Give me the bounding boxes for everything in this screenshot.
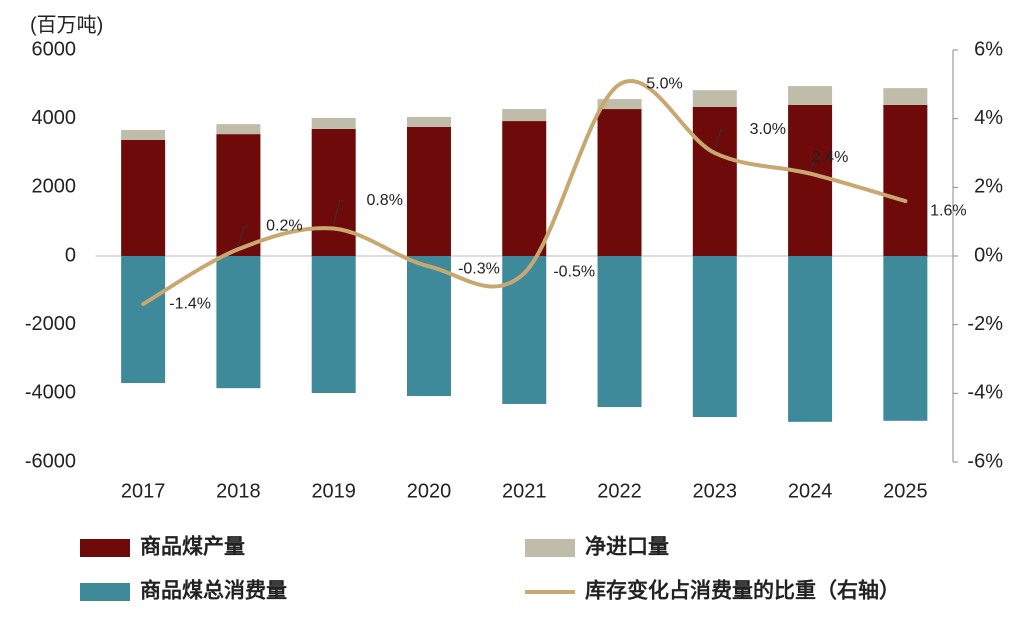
- bar: [311, 256, 356, 393]
- y-tick-label: 0: [65, 244, 76, 266]
- legend-label: 商品煤总消费量: [140, 579, 287, 603]
- bar: [788, 86, 833, 105]
- x-tick-label: 2025: [883, 480, 928, 502]
- y2-tick-label: -6%: [967, 450, 1003, 472]
- bar: [216, 134, 261, 256]
- value-label: 5.0%: [646, 76, 682, 93]
- y2-tick-label: 4%: [974, 107, 1003, 129]
- bar: [883, 104, 928, 256]
- line: [141, 79, 908, 307]
- legend-swatch: [80, 583, 130, 601]
- legend-swatch: [525, 539, 575, 557]
- bar: [502, 121, 547, 256]
- x-tick-label: 2022: [597, 480, 642, 502]
- y2-tick-label: -2%: [967, 313, 1003, 335]
- bar: [502, 256, 547, 404]
- x-tick-label: 2024: [788, 480, 833, 502]
- x-tick-label: 2019: [311, 480, 356, 502]
- y-tick-label: 6000: [32, 38, 77, 60]
- bar: [692, 90, 737, 107]
- value-label: -1.4%: [169, 295, 211, 312]
- bar: [121, 129, 166, 140]
- y2-tick-label: 6%: [974, 38, 1003, 60]
- x-tick-label: 2018: [216, 480, 261, 502]
- legend-label: 库存变化占消费量的比重（右轴）: [585, 579, 900, 603]
- leader-line: [333, 200, 344, 225]
- y-tick-label: 2000: [32, 176, 77, 198]
- value-label: 3.0%: [750, 121, 786, 138]
- bar: [216, 124, 261, 135]
- bar: [883, 256, 928, 421]
- bar: [406, 126, 451, 256]
- value-label: 1.6%: [930, 202, 966, 219]
- bar: [597, 256, 642, 408]
- bar: [311, 117, 356, 129]
- y-tick-label: 4000: [32, 107, 77, 129]
- leader-line: [809, 157, 821, 170]
- bar: [311, 128, 356, 256]
- leader-line: [237, 225, 249, 246]
- bar: [597, 99, 642, 110]
- bar: [406, 116, 451, 127]
- y-tick-label: -4000: [25, 382, 76, 404]
- bar: [788, 256, 833, 422]
- bar: [406, 256, 451, 397]
- bar: [597, 109, 642, 256]
- legend-swatch: [80, 539, 130, 557]
- bar: [692, 256, 737, 418]
- legend-label: 净进口量: [585, 535, 669, 559]
- y-axis-unit: (百万吨): [30, 13, 103, 36]
- bar: [692, 106, 737, 256]
- x-tick-label: 2020: [407, 480, 452, 502]
- leader-line: [714, 129, 725, 150]
- y2-tick-label: -4%: [967, 382, 1003, 404]
- x-tick-label: 2023: [693, 480, 738, 502]
- bar: [883, 88, 928, 105]
- value-label: 0.8%: [366, 192, 402, 209]
- y-tick-label: -6000: [25, 450, 76, 472]
- bar: [502, 109, 547, 122]
- value-label: -0.5%: [553, 263, 595, 280]
- bar: [216, 256, 261, 389]
- bar: [121, 256, 166, 384]
- y2-tick-label: 2%: [974, 176, 1003, 198]
- x-tick-label: 2017: [121, 480, 166, 502]
- bar: [121, 139, 166, 256]
- value-label: -0.3%: [458, 261, 500, 278]
- x-tick-label: 2021: [502, 480, 547, 502]
- y-tick-label: -2000: [25, 313, 76, 335]
- value-label: 2.4%: [812, 149, 848, 166]
- bar: [788, 104, 833, 256]
- y2-tick-label: 0%: [974, 244, 1003, 266]
- value-label: 0.2%: [266, 217, 302, 234]
- legend-label: 商品煤产量: [140, 535, 245, 559]
